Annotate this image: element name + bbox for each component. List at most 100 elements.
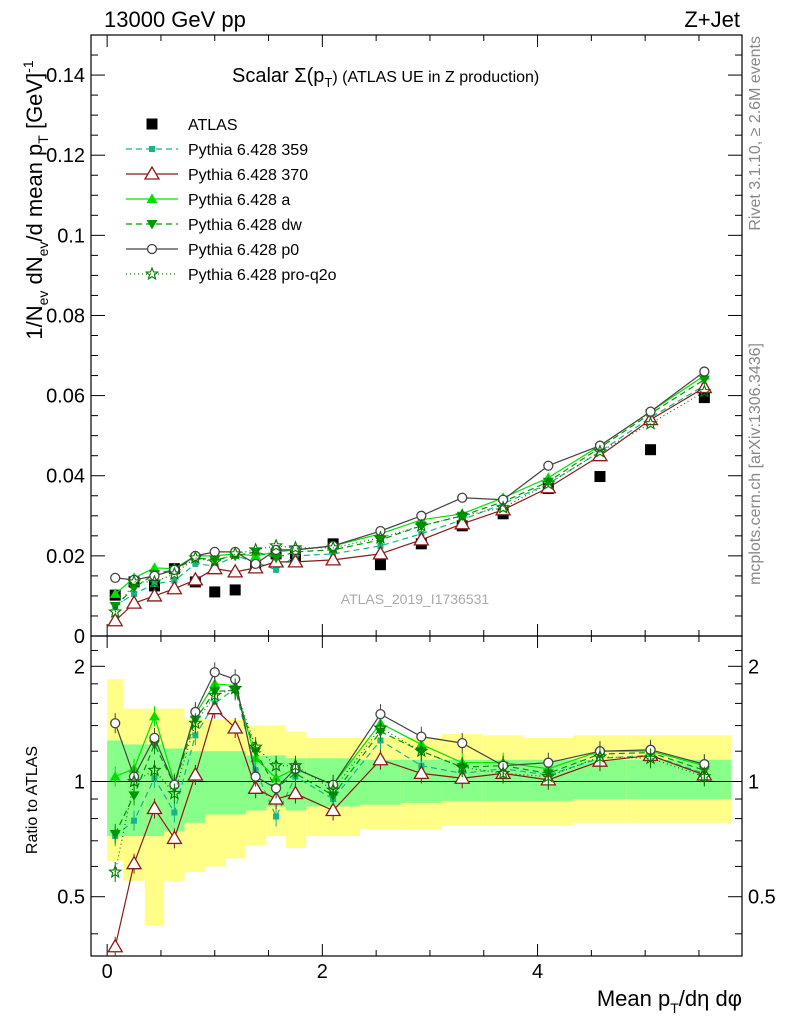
legend-marker-atlas xyxy=(146,118,158,130)
data-point-p370 xyxy=(324,551,342,566)
ratio-point-p370 xyxy=(413,765,430,780)
uncertainty-band-green xyxy=(184,751,206,823)
ratio-point-pdw xyxy=(109,829,121,840)
y-tick-label: 0.14 xyxy=(46,65,85,87)
ratio-point-pp0 xyxy=(543,757,554,768)
y-tick-label: 0.08 xyxy=(46,305,85,327)
series-line-pdw xyxy=(114,379,705,607)
uncertainty-band-green xyxy=(626,759,678,800)
legend-label-p370: Pythia 6.428 370 xyxy=(188,167,308,184)
y-tick-label: 0.1 xyxy=(57,225,85,247)
data-point-pp0 xyxy=(699,366,710,377)
legend: ATLAS Pythia 6.428 359 Pythia 6.428 370 Pyt… xyxy=(126,117,337,284)
data-point-pq2o xyxy=(414,518,429,532)
ratio-point-p370 xyxy=(247,780,264,794)
x-tick-label: 4 xyxy=(532,961,543,983)
data-point-pq2o xyxy=(495,500,511,514)
data-point-p370 xyxy=(166,580,183,595)
data-point-pq2o xyxy=(643,416,658,430)
collision-label: 13000 GeV pp xyxy=(104,7,246,32)
ratio-point-pq2o xyxy=(495,765,511,780)
x-axis-label: Mean pT/dη dφ xyxy=(597,986,742,1016)
ratio-point-pq2o xyxy=(288,758,303,772)
data-point-atlas xyxy=(209,586,221,598)
ratio-point-p359 xyxy=(131,817,138,824)
y-tick-label: 0.06 xyxy=(46,386,85,408)
data-point-pq2o xyxy=(228,546,243,560)
data-point-pp0 xyxy=(497,494,509,505)
data-point-p370 xyxy=(146,587,163,602)
ratio-point-pq2o xyxy=(373,720,388,735)
ratio-point-p370 xyxy=(227,719,244,734)
data-point-p370 xyxy=(413,531,430,546)
y-axis-label-ratio: Ratio to ATLAS xyxy=(24,746,41,854)
data-point-pq2o xyxy=(147,574,162,588)
ratio-y-tick-label: 1 xyxy=(74,772,85,794)
data-point-pdw xyxy=(209,555,221,566)
data-point-atlas xyxy=(229,584,241,596)
uncertainty-band-green xyxy=(225,751,246,815)
y-tick-label: 0.04 xyxy=(46,466,85,488)
data-point-atlas xyxy=(698,392,710,404)
data-point-atlas xyxy=(645,444,657,456)
series-line-p370 xyxy=(114,387,705,622)
ratio-point-pp0 xyxy=(110,718,121,729)
data-point-pp0 xyxy=(645,406,656,417)
ratio-y-tick-label: 2 xyxy=(748,656,759,678)
data-point-pp0 xyxy=(457,492,468,503)
legend-label-pq2o: Pythia 6.428 pro-q2o xyxy=(188,267,337,284)
ratio-point-pp0 xyxy=(149,732,160,744)
data-point-p370 xyxy=(287,553,304,568)
legend-marker-p359 xyxy=(149,146,155,152)
ratio-point-pq2o xyxy=(643,750,658,765)
ratio-point-p370 xyxy=(125,855,143,870)
ratio-y-tick-label: 2 xyxy=(74,656,85,678)
ratio-point-pq2o xyxy=(268,758,284,772)
legend-marker-pq2o xyxy=(144,266,160,281)
data-point-pq2o xyxy=(592,444,608,458)
ratio-point-pq2o xyxy=(108,864,123,879)
data-point-p359 xyxy=(131,590,138,597)
ratio-point-p359 xyxy=(273,813,280,820)
data-point-atlas xyxy=(374,559,386,571)
data-point-pdw xyxy=(542,477,554,488)
ratio-point-pq2o xyxy=(414,743,429,758)
ratio-point-pp0 xyxy=(250,771,261,782)
data-point-pp0 xyxy=(250,558,261,570)
ratio-point-pa xyxy=(148,710,160,721)
ratio-point-pq2o xyxy=(697,769,712,783)
data-point-pq2o xyxy=(188,550,203,564)
data-point-pp0 xyxy=(110,572,121,584)
x-tick-label: 0 xyxy=(102,961,113,983)
mcplots-label: mcplots.cern.ch [arXiv:1306.3436] xyxy=(747,343,764,585)
process-label: Z+Jet xyxy=(684,7,740,32)
data-point-atlas xyxy=(594,471,606,483)
data-point-p370 xyxy=(125,594,143,609)
series-line-pq2o xyxy=(114,391,705,613)
data-point-pp0 xyxy=(543,460,554,471)
ratio-point-p370 xyxy=(287,785,304,800)
ratio-point-p359 xyxy=(171,809,178,816)
data-point-pa xyxy=(109,588,121,598)
legend-marker-pa xyxy=(146,193,158,203)
rivet-label: Rivet 3.1.10, ≥ 2.6M events xyxy=(747,36,764,231)
ratio-point-pq2o xyxy=(126,774,142,788)
ratio-point-pq2o xyxy=(228,680,243,695)
data-point-pq2o xyxy=(167,566,182,580)
main-panel: 0 0.02 0.04 0.06 0.08 0.1 0.12 0.14 xyxy=(46,34,743,956)
ratio-point-p370 xyxy=(454,769,471,784)
series-line-pa xyxy=(114,375,705,595)
ratio-point-pq2o xyxy=(207,687,222,702)
data-point-p359 xyxy=(192,560,199,567)
series-line-pp0 xyxy=(115,371,705,581)
ratio-point-pq2o xyxy=(248,739,263,754)
plot-title: Scalar Σ(pT) (ATLAS UE in Z production) xyxy=(232,65,539,90)
legend-label-atlas: ATLAS xyxy=(188,117,238,134)
analysis-id: ATLAS_2019_I1736531 xyxy=(341,591,490,607)
ratio-point-pq2o xyxy=(541,769,556,783)
data-point-p370 xyxy=(227,563,244,578)
data-point-pq2o xyxy=(248,542,263,556)
data-point-p370 xyxy=(107,612,124,627)
data-point-p359 xyxy=(273,566,280,573)
